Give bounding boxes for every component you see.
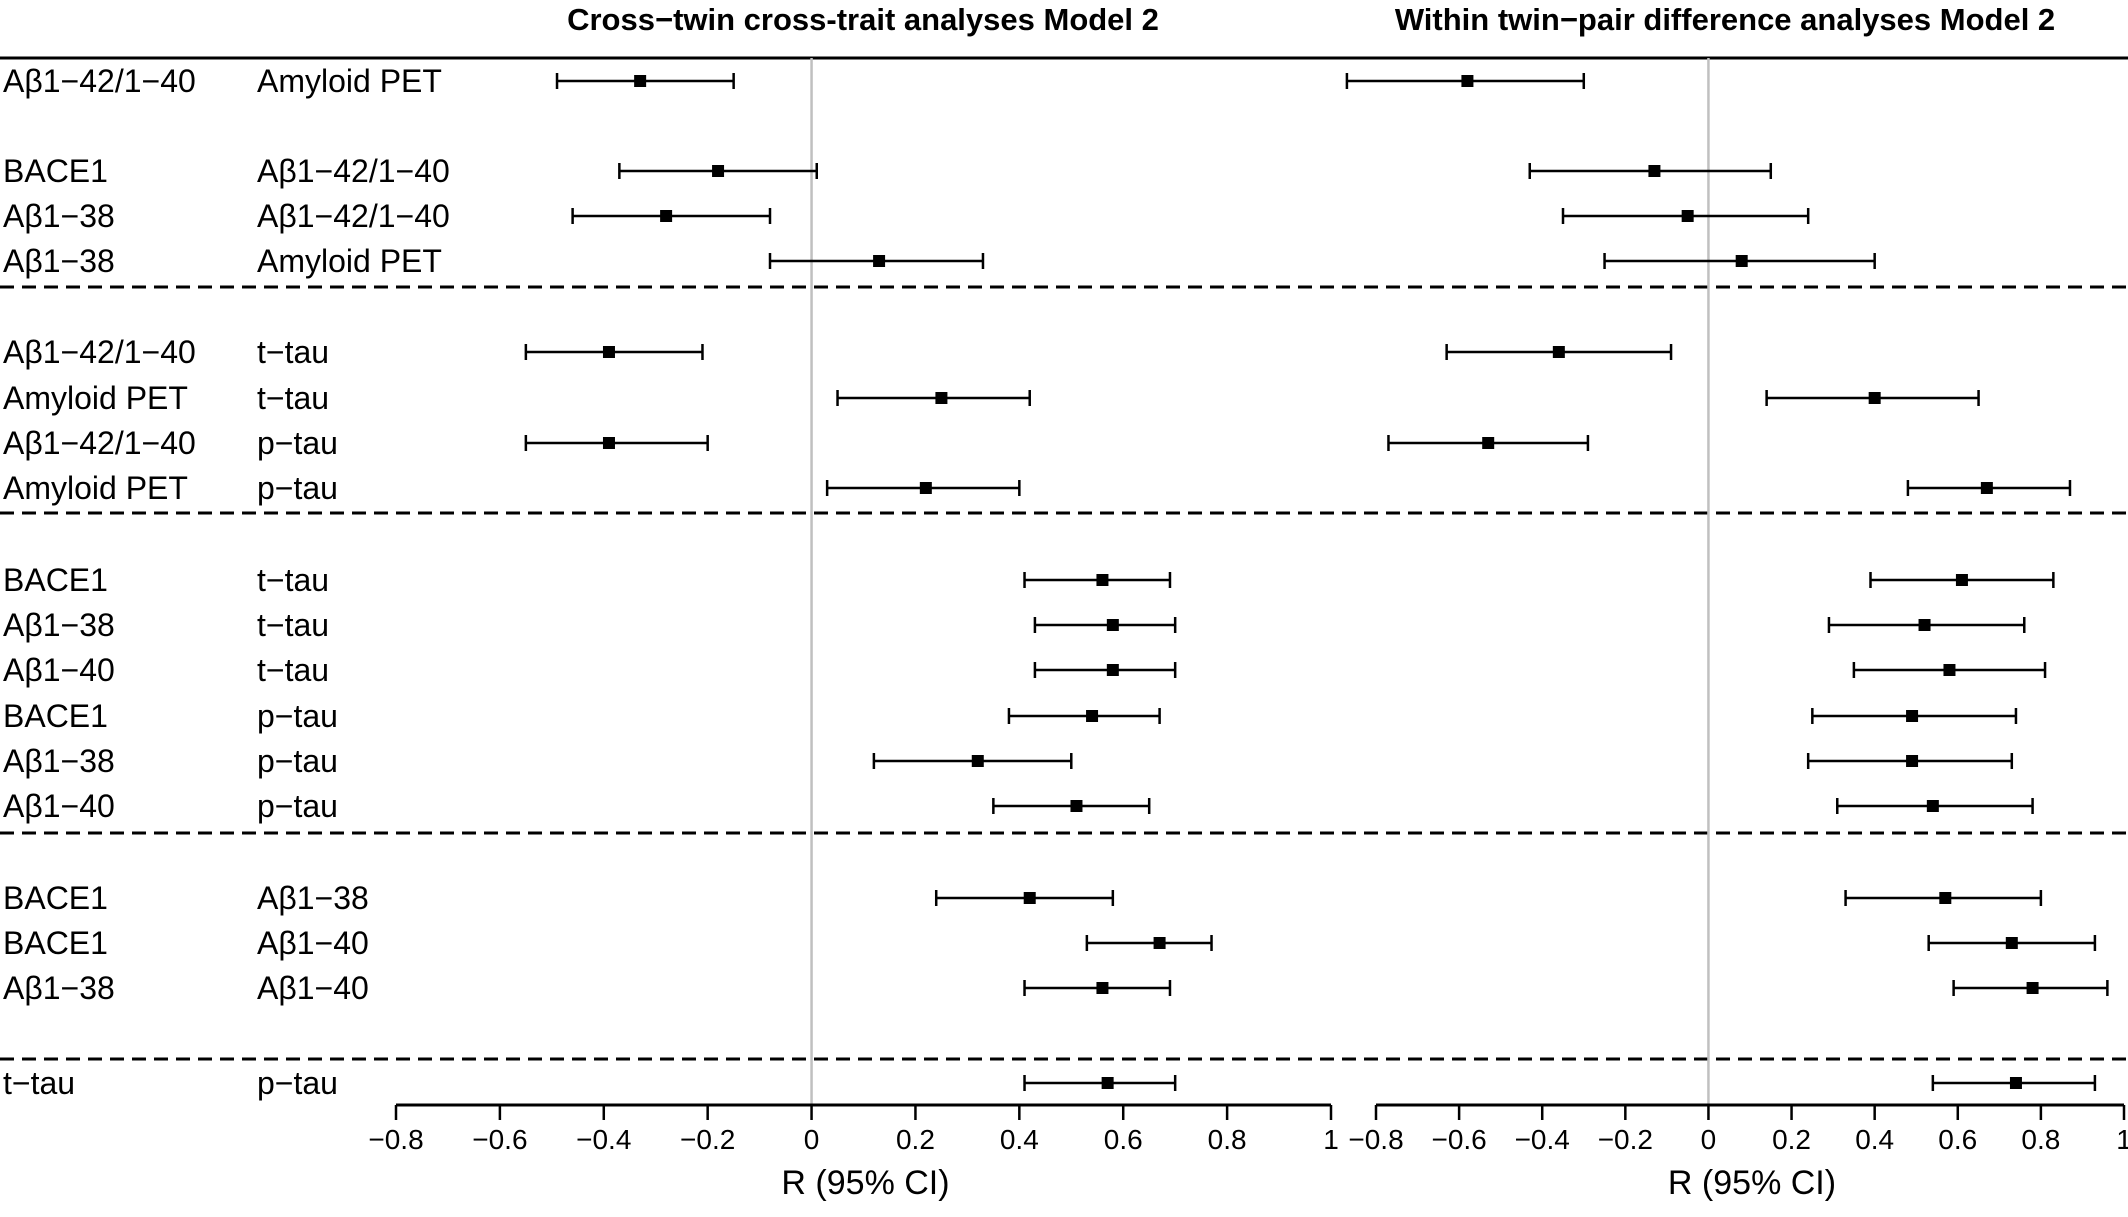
x-tick-label: 1 [2116,1124,2128,1155]
row-label-trait2: p−tau [257,743,338,779]
point-estimate-marker [1735,255,1748,267]
x-tick-label: −0.2 [680,1124,735,1155]
row-label-trait1: BACE1 [3,880,108,916]
row-label-trait2: p−tau [257,698,338,734]
point-estimate-marker [1868,392,1881,404]
x-tick-label: 0.6 [1938,1124,1977,1155]
x-tick-label: −0.2 [1598,1124,1653,1155]
x-tick-label: −0.6 [1431,1124,1486,1155]
point-estimate-marker [2009,1077,2022,1089]
point-estimate-marker [1943,664,1956,676]
panel-title: Cross−twin cross-trait analyses Model 2 [567,2,1159,37]
point-estimate-marker [634,75,647,87]
x-tick-label: 0 [1701,1124,1717,1155]
row-label-trait2: p−tau [257,788,338,824]
point-estimate-marker [602,437,615,449]
row-label-trait2: t−tau [257,607,329,643]
row-label-trait1: Aβ1−42/1−40 [3,63,196,99]
row-label-trait1: Aβ1−42/1−40 [3,334,196,370]
row-label-trait2: t−tau [257,562,329,598]
point-estimate-marker [1461,75,1474,87]
row-label-trait2: t−tau [257,652,329,688]
row-label-trait1: Aβ1−38 [3,743,115,779]
point-estimate-marker [1980,482,1993,494]
point-estimate-marker [1552,346,1565,358]
row-label-trait1: BACE1 [3,698,108,734]
x-tick-label: 0 [804,1124,820,1155]
point-estimate-marker [873,255,886,267]
point-estimate-marker [1070,800,1083,812]
point-estimate-marker [660,210,673,222]
x-tick-label: 1 [1323,1124,1339,1155]
point-estimate-marker [1906,755,1919,767]
x-tick-label: −0.8 [368,1124,423,1155]
point-estimate-marker [1106,664,1119,676]
row-label-trait2: p−tau [257,425,338,461]
point-estimate-marker [602,346,615,358]
x-tick-label: −0.8 [1348,1124,1403,1155]
row-label-trait1: Amyloid PET [3,380,188,416]
row-label-trait1: Aβ1−40 [3,788,115,824]
row-label-trait2: p−tau [257,1065,338,1101]
row-label-trait1: Aβ1−38 [3,607,115,643]
row-label-trait1: Aβ1−42/1−40 [3,425,196,461]
point-estimate-marker [971,755,984,767]
row-label-trait1: Aβ1−38 [3,243,115,279]
row-label-trait1: Aβ1−40 [3,652,115,688]
row-label-trait2: Aβ1−38 [257,880,369,916]
point-estimate-marker [1681,210,1694,222]
row-label-trait2: Aβ1−42/1−40 [257,153,450,189]
point-estimate-marker [935,392,948,404]
x-tick-label: −0.4 [576,1124,631,1155]
row-label-trait1: Amyloid PET [3,470,188,506]
point-estimate-marker [1926,800,1939,812]
x-tick-label: 0.8 [1208,1124,1247,1155]
row-label-trait2: Amyloid PET [257,63,442,99]
row-label-trait2: Aβ1−40 [257,925,369,961]
panel-title: Within twin−pair difference analyses Mod… [1395,2,2055,37]
row-label-trait2: t−tau [257,334,329,370]
row-label-trait1: t−tau [3,1065,75,1101]
point-estimate-marker [1939,892,1952,904]
point-estimate-marker [1482,437,1495,449]
point-estimate-marker [1153,937,1166,949]
x-tick-label: 0.4 [1000,1124,1039,1155]
row-label-trait2: Aβ1−42/1−40 [257,198,450,234]
point-estimate-marker [1648,165,1661,177]
row-label-trait1: Aβ1−38 [3,970,115,1006]
point-estimate-marker [2005,937,2018,949]
x-tick-label: 0.6 [1104,1124,1143,1155]
x-tick-label: −0.4 [1515,1124,1570,1155]
point-estimate-marker [919,482,932,494]
row-label-trait2: Amyloid PET [257,243,442,279]
x-tick-label: 0.2 [1772,1124,1811,1155]
point-estimate-marker [1101,1077,1114,1089]
x-tick-label: 0.2 [896,1124,935,1155]
point-estimate-marker [1955,574,1968,586]
row-label-trait1: BACE1 [3,925,108,961]
point-estimate-marker [1918,619,1931,631]
point-estimate-marker [712,165,725,177]
x-axis-label: R (95% CI) [781,1164,949,1202]
point-estimate-marker [1906,710,1919,722]
x-tick-label: −0.6 [472,1124,527,1155]
x-tick-label: 0.8 [2021,1124,2060,1155]
point-estimate-marker [1096,574,1109,586]
row-label-trait2: p−tau [257,470,338,506]
x-tick-label: 0.4 [1855,1124,1894,1155]
row-label-trait2: Aβ1−40 [257,970,369,1006]
x-axis-label: R (95% CI) [1668,1164,1836,1202]
point-estimate-marker [1023,892,1036,904]
point-estimate-marker [2026,982,2039,994]
row-label-trait1: BACE1 [3,562,108,598]
point-estimate-marker [1096,982,1109,994]
row-label-trait2: t−tau [257,380,329,416]
row-label-trait1: Aβ1−38 [3,198,115,234]
row-label-trait1: BACE1 [3,153,108,189]
point-estimate-marker [1086,710,1099,722]
point-estimate-marker [1106,619,1119,631]
